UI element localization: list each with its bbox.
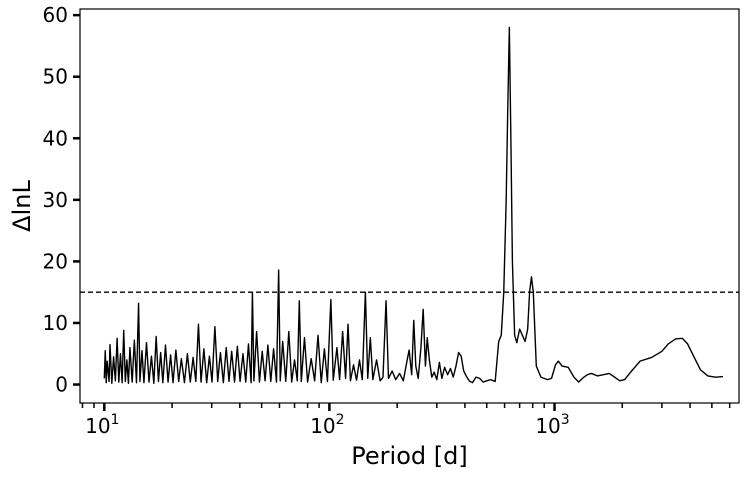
y-tick-label-20: 20 — [43, 249, 68, 273]
y-tick-label-40: 40 — [43, 126, 68, 150]
x-axis: 101 102 103 — [81, 403, 731, 438]
x-axis-label: Period [d] — [351, 442, 467, 470]
y-tick-label-10: 10 — [43, 311, 68, 335]
y-tick-label-30: 30 — [43, 188, 68, 212]
x-tick-label-100: 102 — [310, 412, 344, 438]
x-tick-label-1000: 103 — [535, 412, 569, 438]
x-tick-label-10: 101 — [85, 412, 119, 438]
plot-area — [80, 26, 739, 384]
y-tick-label-50: 50 — [43, 65, 68, 89]
y-tick-label-60: 60 — [43, 3, 68, 27]
y-axis: 0 10 20 30 40 50 60 — [43, 3, 80, 397]
y-tick-label-0: 0 — [55, 373, 68, 397]
plot-frame — [79, 8, 740, 404]
y-axis-label: ΔlnL — [8, 180, 36, 232]
series-line-0 — [103, 26, 723, 384]
